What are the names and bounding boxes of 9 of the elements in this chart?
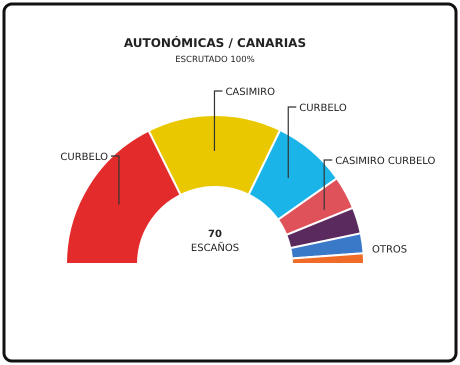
chart-subtitle: ESCRUTADO 100% (175, 55, 255, 65)
chart-title: AUTONÓMICAS / CANARIAS (124, 35, 306, 50)
slice-label: CURBELO (299, 103, 347, 114)
slice-label: CASIMIRO CURBELO (335, 156, 436, 167)
slice-label: CURBELO (60, 152, 108, 163)
slice-label: OTROS (372, 244, 408, 256)
slice-label: CASIMIRO (225, 87, 276, 98)
text: 70 (208, 229, 222, 240)
text: ESCAÑOS (190, 241, 240, 254)
